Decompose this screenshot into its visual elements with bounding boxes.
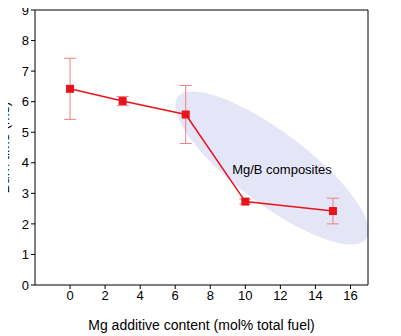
svg-text:10: 10 bbox=[238, 288, 252, 303]
svg-text:Mg additive content (mol% tota: Mg additive content (mol% total fuel) bbox=[88, 317, 314, 333]
svg-text:Mg/B composites: Mg/B composites bbox=[232, 162, 332, 177]
svg-text:1: 1 bbox=[22, 247, 29, 262]
svg-text:14: 14 bbox=[308, 288, 322, 303]
svg-text:9: 9 bbox=[22, 8, 29, 18]
svg-text:4: 4 bbox=[22, 155, 29, 170]
svg-text:2: 2 bbox=[101, 288, 108, 303]
svg-text:2: 2 bbox=[22, 217, 29, 232]
svg-text:6: 6 bbox=[172, 288, 179, 303]
svg-text:7: 7 bbox=[22, 64, 29, 79]
svg-text:16: 16 bbox=[343, 288, 357, 303]
svg-text:4: 4 bbox=[137, 288, 144, 303]
svg-text:5: 5 bbox=[22, 125, 29, 140]
svg-text:8: 8 bbox=[207, 288, 214, 303]
svg-text:6: 6 bbox=[22, 94, 29, 109]
svg-text:3: 3 bbox=[22, 186, 29, 201]
svg-text:Burn time (ms): Burn time (ms) bbox=[8, 102, 12, 194]
svg-text:0: 0 bbox=[22, 278, 29, 293]
svg-text:12: 12 bbox=[273, 288, 287, 303]
svg-text:0: 0 bbox=[66, 288, 73, 303]
svg-text:8: 8 bbox=[22, 33, 29, 48]
